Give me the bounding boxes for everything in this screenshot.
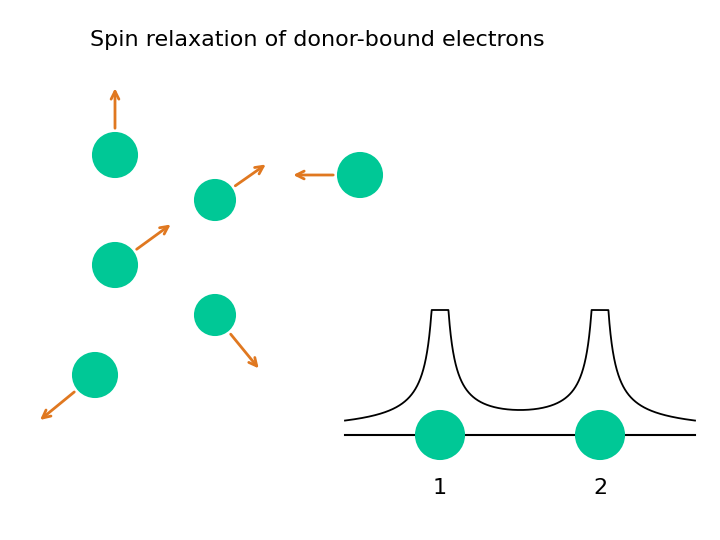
Text: 1: 1 bbox=[433, 478, 447, 498]
Circle shape bbox=[416, 411, 464, 459]
Circle shape bbox=[576, 411, 624, 459]
Circle shape bbox=[338, 153, 382, 197]
Text: Spin relaxation of donor-bound electrons: Spin relaxation of donor-bound electrons bbox=[90, 30, 544, 50]
Text: 2: 2 bbox=[593, 478, 607, 498]
Circle shape bbox=[195, 180, 235, 220]
Circle shape bbox=[93, 133, 137, 177]
Circle shape bbox=[93, 243, 137, 287]
Circle shape bbox=[195, 295, 235, 335]
Circle shape bbox=[73, 353, 117, 397]
